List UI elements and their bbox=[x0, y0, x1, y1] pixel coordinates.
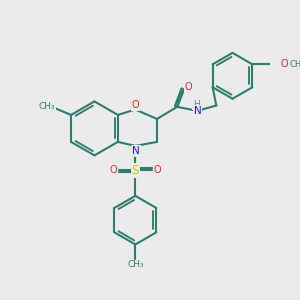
Text: O: O bbox=[185, 82, 193, 92]
Text: O: O bbox=[131, 100, 139, 110]
Text: O: O bbox=[281, 59, 289, 69]
Text: S: S bbox=[132, 164, 139, 177]
Text: CH₃: CH₃ bbox=[127, 260, 144, 269]
Text: O: O bbox=[154, 165, 161, 175]
Text: CH₃: CH₃ bbox=[289, 60, 300, 69]
Text: CH₃: CH₃ bbox=[38, 102, 55, 111]
Text: N: N bbox=[132, 146, 140, 156]
Text: H: H bbox=[193, 100, 200, 109]
Text: O: O bbox=[110, 165, 117, 175]
Text: N: N bbox=[194, 106, 201, 116]
